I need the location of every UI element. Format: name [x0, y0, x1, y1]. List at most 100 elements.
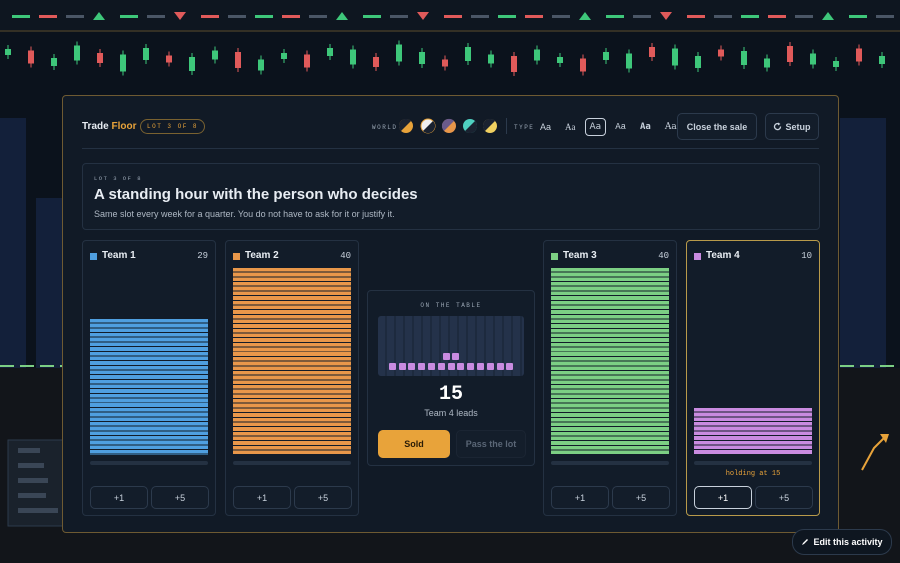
- candle: [741, 51, 747, 65]
- edit-label: Edit this activity: [813, 537, 883, 547]
- ticker-dash: [498, 15, 516, 18]
- candle: [189, 57, 195, 71]
- team-button[interactable]: +1: [694, 486, 752, 509]
- candle: [603, 52, 609, 60]
- candle: [557, 57, 563, 63]
- table-value: 15: [438, 383, 463, 406]
- ticker-up: [822, 12, 834, 20]
- team-score: 40: [658, 251, 669, 261]
- team-score: 40: [340, 251, 351, 261]
- team-stack: [694, 408, 812, 455]
- candle: [350, 49, 356, 65]
- lot-pill: LOT 3 OF 8: [140, 119, 206, 134]
- type-option[interactable]: Aa: [615, 122, 626, 132]
- team-button[interactable]: +5: [612, 486, 670, 509]
- team-card: Team 1 29 +1 +5: [82, 240, 216, 516]
- sold-button[interactable]: Sold: [378, 430, 450, 458]
- table-chip: [457, 363, 465, 370]
- candle: [810, 53, 816, 65]
- ticker-dash: [282, 15, 300, 18]
- team-track: [694, 461, 812, 465]
- setup-button[interactable]: Setup: [765, 113, 819, 140]
- type-option[interactable]: Aa: [584, 118, 607, 136]
- ticker-dash: [12, 15, 30, 18]
- ticker-dash: [552, 15, 570, 18]
- pass-button[interactable]: Pass the lot: [456, 430, 526, 458]
- team-score: 29: [197, 251, 208, 261]
- team-name: Team 2: [245, 250, 279, 261]
- ticker-dash: [606, 15, 624, 18]
- candle: [534, 49, 540, 61]
- ticker-down: [174, 12, 186, 20]
- team-button[interactable]: +5: [151, 486, 209, 509]
- edit-button[interactable]: Edit this activity: [792, 529, 892, 555]
- table-panel: [378, 316, 524, 376]
- team-button[interactable]: +1: [90, 486, 148, 509]
- candle: [465, 47, 471, 61]
- ticker-up: [579, 12, 591, 20]
- ticker-dash: [309, 15, 327, 18]
- type-option[interactable]: Aa: [565, 122, 576, 132]
- ticker-dash: [471, 15, 489, 18]
- ticker-dash: [66, 15, 84, 18]
- lot-title: A standing hour with the person who deci…: [94, 186, 418, 203]
- team-card: Team 4 10 holding at 15 +1 +5: [686, 240, 820, 516]
- team-button[interactable]: +1: [233, 486, 291, 509]
- type-option[interactable]: Aa: [540, 122, 552, 132]
- setup-icon: [774, 122, 782, 131]
- close-sale-button[interactable]: Close the sale: [677, 113, 757, 140]
- ticker-dash: [714, 15, 732, 18]
- team-button[interactable]: +5: [294, 486, 352, 509]
- candle: [396, 44, 402, 62]
- lot-kicker: LOT 3 OF 8: [94, 175, 143, 182]
- table-chip: [506, 363, 514, 370]
- team-swatch: [233, 253, 240, 260]
- ticker-dash: [795, 15, 813, 18]
- ticker-dash: [363, 15, 381, 18]
- team-track: [551, 461, 669, 465]
- candle: [5, 49, 11, 55]
- ticker-dash: [849, 15, 867, 18]
- ticker-dash: [687, 15, 705, 18]
- team-name: Team 1: [102, 250, 136, 261]
- table-chip: [452, 353, 460, 361]
- type-option[interactable]: Aa: [640, 122, 651, 132]
- team-swatch: [90, 253, 97, 260]
- team-stack: [233, 267, 351, 455]
- ticker-dash: [444, 15, 462, 18]
- candle: [74, 45, 80, 61]
- type-option[interactable]: Aa: [664, 122, 677, 132]
- table-chip: [427, 363, 435, 370]
- table-chip: [447, 363, 455, 370]
- candle: [856, 48, 862, 62]
- ticker-dash: [120, 15, 138, 18]
- candle: [281, 53, 287, 59]
- ticker-dash: [525, 15, 543, 18]
- candle: [419, 52, 425, 64]
- candle: [28, 50, 34, 64]
- table-chip: [398, 363, 406, 370]
- candle: [212, 50, 218, 60]
- candle: [304, 54, 310, 68]
- candle: [626, 53, 632, 69]
- table-chip: [437, 363, 445, 370]
- candle: [488, 54, 494, 64]
- world-label: WORLD: [372, 124, 398, 131]
- candle: [718, 49, 724, 57]
- ticker-dash: [255, 15, 273, 18]
- team-name: Team 4: [706, 250, 740, 261]
- table-chip: [388, 363, 396, 370]
- ticker-dash: [39, 15, 57, 18]
- ticker-dash: [768, 15, 786, 18]
- title-a: Trade: [82, 121, 109, 132]
- team-status: holding at 15: [725, 470, 781, 478]
- lot-card: LOT 3 OF 8 A standing hour with the pers…: [82, 163, 820, 230]
- candle: [51, 58, 57, 66]
- candle: [879, 56, 885, 64]
- table-chip: [467, 363, 475, 370]
- team-button[interactable]: +1: [551, 486, 609, 509]
- world-swatches[interactable]: [398, 118, 498, 134]
- team-button[interactable]: +5: [755, 486, 813, 509]
- table-chip: [442, 353, 450, 361]
